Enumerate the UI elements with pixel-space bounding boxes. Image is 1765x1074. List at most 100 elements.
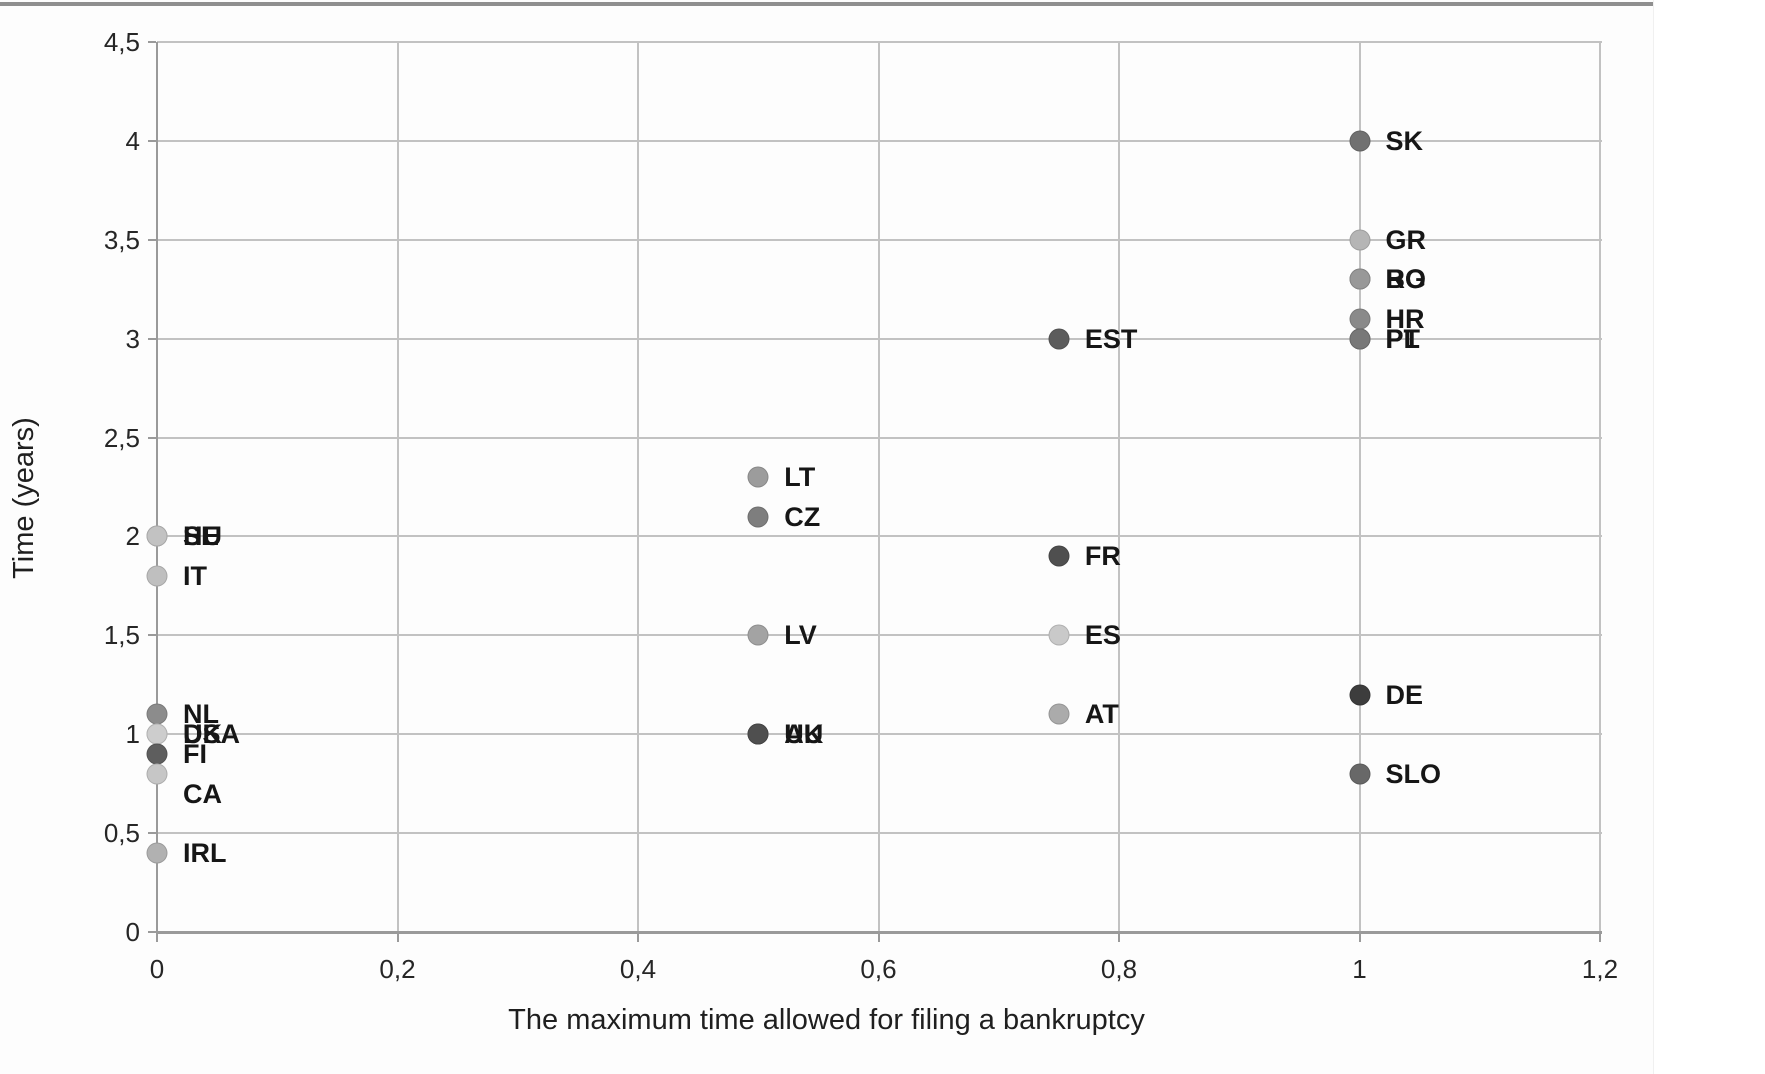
chart-right-edge — [1653, 0, 1654, 1074]
point-BG — [1349, 268, 1370, 290]
page-margin — [1654, 0, 1765, 1074]
point-UK — [747, 723, 769, 745]
point-label-ES: ES — [1084, 620, 1121, 651]
gridline-y-3,5 — [157, 238, 1602, 241]
point-DE — [1349, 684, 1370, 706]
x-tick-label: 0 — [149, 954, 165, 984]
point-label-IRL: IRL — [183, 837, 227, 868]
x-tick — [396, 934, 399, 942]
point-label-FI: FI — [183, 739, 207, 769]
gridline-x-0,4 — [637, 42, 639, 932]
y-tick — [148, 337, 156, 340]
gridline-y-4 — [157, 139, 1602, 142]
point-label-BG: BG — [1385, 264, 1427, 295]
gridline-x-0,8 — [1118, 42, 1120, 932]
point-IRL — [146, 842, 168, 864]
point-label-CZ: CZ — [784, 501, 821, 532]
point-SK — [1349, 130, 1370, 152]
point-SE — [146, 525, 168, 547]
gridline-y-2,5 — [157, 436, 1602, 439]
point-FR — [1048, 545, 1070, 567]
x-tick — [156, 934, 158, 942]
point-label-SK: SK — [1385, 125, 1424, 156]
point-label-LT: LT — [784, 462, 816, 493]
y-tick-label: 2 — [125, 521, 140, 552]
point-label-FR: FR — [1084, 541, 1121, 572]
gridline-x-0,2 — [396, 42, 399, 932]
x-tick — [637, 934, 639, 942]
y-tick — [148, 436, 156, 439]
gridline-y-2 — [157, 535, 1602, 538]
point-EST — [1048, 328, 1070, 350]
point-IT — [146, 565, 168, 587]
point-NL — [146, 703, 168, 725]
x-tick — [1358, 934, 1361, 942]
point-label-IT: IT — [183, 561, 207, 591]
point-label-HU: HU — [183, 521, 222, 552]
point-label-DK: DK — [183, 719, 222, 750]
point-label-PL: PL — [1385, 323, 1421, 354]
point-LV — [747, 624, 769, 646]
point-HR — [1349, 308, 1370, 330]
point-label-AT: AT — [1084, 699, 1119, 730]
point-label-PT: PT — [1385, 323, 1421, 354]
x-tick — [877, 934, 880, 942]
point-DK — [146, 723, 168, 745]
point-GR — [1349, 229, 1370, 251]
point-PL — [1349, 328, 1370, 350]
gridline-y-3 — [157, 337, 1602, 340]
point-CZ — [747, 506, 769, 528]
x-tick-label: 0,8 — [1100, 954, 1138, 984]
point-label-SE: SE — [183, 521, 220, 552]
point-ES — [1048, 624, 1070, 646]
point-label-GR: GR — [1385, 224, 1427, 255]
gridline-x-1 — [1358, 42, 1361, 932]
point-LT — [747, 466, 769, 488]
point-label-LV: LV — [784, 620, 817, 651]
y-axis-line — [156, 42, 158, 933]
point-label-AU: AU — [784, 719, 824, 750]
point-label-SLO: SLO — [1385, 758, 1442, 789]
point-label-EST: EST — [1084, 323, 1138, 354]
point-label-NL: NL — [183, 699, 219, 730]
y-axis-title: Time (years) — [8, 417, 40, 579]
y-tick-label: 3,5 — [103, 224, 140, 255]
point-label-DE: DE — [1385, 679, 1424, 710]
x-tick — [1599, 934, 1601, 942]
x-tick-label: 1 — [1352, 954, 1367, 984]
gridline-y-1 — [157, 733, 1602, 736]
gridline-y-4,5 — [157, 41, 1602, 43]
gridline-x-1,2 — [1599, 42, 1601, 932]
x-tick-label: 0,6 — [860, 954, 897, 984]
y-tick-label: 0 — [125, 917, 140, 947]
y-tick-label: 1 — [125, 719, 140, 750]
point-FI — [146, 743, 168, 765]
page-top-border — [0, 2, 1653, 6]
point-CA — [146, 763, 168, 785]
point-label-CA: CA — [183, 778, 222, 809]
x-tick-label: 0,2 — [379, 954, 416, 984]
y-tick-label: 3 — [125, 323, 140, 354]
point-label-HR: HR — [1385, 303, 1425, 334]
x-tick — [1118, 934, 1120, 942]
y-tick — [148, 832, 156, 835]
point-label-USA: USA — [183, 719, 241, 750]
y-tick-label: 2,5 — [103, 422, 140, 453]
point-AT — [1048, 703, 1070, 725]
y-tick-label: 4 — [125, 125, 140, 156]
point-SLO — [1349, 763, 1370, 785]
y-tick-label: 0,5 — [103, 818, 140, 849]
x-axis-title: The maximum time allowed for filing a ba… — [508, 1004, 1145, 1036]
y-tick — [148, 931, 156, 933]
gridline-y-0,5 — [157, 832, 1602, 835]
y-tick — [148, 41, 156, 43]
gridline-y-1,5 — [157, 634, 1602, 637]
x-tick-label: 1,2 — [1581, 954, 1619, 984]
point-label-RO: RO — [1385, 264, 1427, 295]
y-tick-label: 1,5 — [103, 620, 140, 651]
point-label-UK: UK — [784, 719, 824, 750]
gridline-x-0,6 — [877, 42, 880, 932]
x-axis-line — [156, 931, 1602, 934]
y-tick — [148, 238, 156, 241]
